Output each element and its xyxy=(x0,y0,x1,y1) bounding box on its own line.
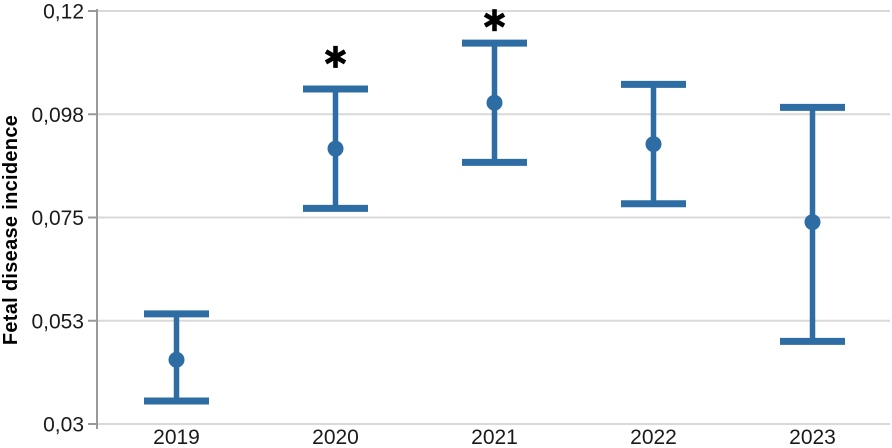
mean-marker xyxy=(486,94,503,111)
mean-marker xyxy=(327,140,344,157)
significance-asterisk xyxy=(324,45,347,68)
y-tick-label: 0,098 xyxy=(31,104,84,127)
data-point-2023 xyxy=(780,103,845,345)
asterisk-stroke xyxy=(483,12,506,28)
y-tick-labels: 0,12 0,098 0,075 0,053 0,03 xyxy=(31,1,84,437)
x-tick-label: 2019 xyxy=(153,426,200,448)
x-tick-label: 2021 xyxy=(471,426,518,448)
y-tick-label: 0,03 xyxy=(43,414,84,437)
y-axis-title: Fetal disease incidence xyxy=(0,115,22,345)
error-bar-series xyxy=(144,39,845,405)
mean-marker xyxy=(645,136,662,153)
annotations xyxy=(324,9,506,68)
axes xyxy=(88,9,98,429)
data-point-2020 xyxy=(303,85,368,212)
x-tick-label: 2022 xyxy=(630,426,677,448)
x-tick-label: 2023 xyxy=(789,426,836,448)
mean-marker xyxy=(168,351,185,368)
mean-marker xyxy=(804,214,821,231)
y-tick-label: 0,053 xyxy=(31,310,84,333)
x-tick-label: 2020 xyxy=(312,426,359,448)
data-point-2022 xyxy=(621,80,686,208)
data-point-2021 xyxy=(462,39,527,166)
y-tick-label: 0,12 xyxy=(43,1,84,24)
x-tick-labels: 2019 2020 2021 2022 2023 xyxy=(153,426,836,448)
data-point-2019 xyxy=(144,310,209,405)
y-tick-label: 0,075 xyxy=(31,207,84,230)
asterisk-stroke xyxy=(324,49,347,65)
gridlines xyxy=(97,10,890,425)
significance-asterisk xyxy=(483,9,506,32)
